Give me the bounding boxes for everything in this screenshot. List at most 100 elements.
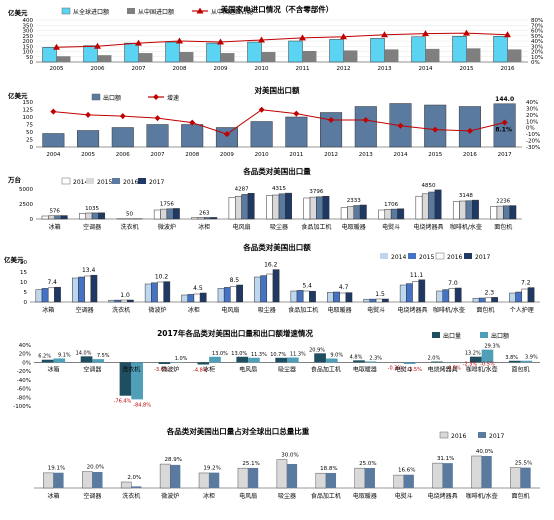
chart4-bar-2017 bbox=[528, 288, 534, 302]
chart5-ytick: -20% bbox=[17, 369, 31, 375]
chart2-bar-export bbox=[43, 134, 65, 148]
chart2-bar-export bbox=[286, 117, 308, 147]
chart3-value-label: 263 bbox=[199, 210, 210, 216]
chart4-legend-2014-swatch bbox=[380, 253, 388, 259]
chart4-value-label: 7.2 bbox=[521, 280, 531, 287]
chart1-bar-global bbox=[453, 36, 467, 62]
chart3-ytick: 0 bbox=[30, 217, 34, 223]
chart3-value-label: 4850 bbox=[422, 183, 436, 189]
chart3-xtick: 电取暖器 bbox=[342, 223, 366, 231]
chart1-xtick: 2012 bbox=[337, 66, 351, 72]
chart5-bar-qty bbox=[314, 353, 326, 362]
chart4-bar-2014 bbox=[145, 284, 151, 302]
chart2-growth-point bbox=[293, 111, 299, 117]
chart1-ytick: 300 bbox=[23, 29, 34, 35]
chart3-bar-2017 bbox=[211, 217, 217, 219]
chart4-value-label: 1.5 bbox=[375, 291, 385, 298]
chart6-value-label: 25.0% bbox=[359, 461, 376, 467]
chart1-bar-china bbox=[385, 49, 399, 62]
chart4-xtick: 面包机 bbox=[476, 306, 494, 314]
chart1-xtick: 2007 bbox=[132, 66, 146, 72]
chart4-value-label: 7.4 bbox=[47, 279, 57, 286]
chart1-bar-china bbox=[467, 48, 481, 62]
chart4-bar-2015 bbox=[370, 299, 376, 302]
chart1-y2tick: 0% bbox=[531, 60, 540, 66]
chart3-legend-2016-swatch bbox=[112, 178, 120, 184]
chart4-bar-2017 bbox=[127, 300, 133, 302]
chart2-title: 对美国出口额 bbox=[255, 85, 300, 95]
chart2-bar-export bbox=[251, 122, 273, 148]
chart4-value-label: 4.5 bbox=[193, 285, 203, 292]
chart4-bar-2014 bbox=[109, 300, 115, 302]
chart6-xtick: 空调器 bbox=[83, 492, 101, 500]
chart5-val-label: 7.5% bbox=[97, 353, 110, 359]
chart1-bar-global bbox=[125, 43, 139, 62]
chart1-y2tick: 50% bbox=[531, 34, 543, 40]
chart3-bar-2017 bbox=[285, 193, 291, 219]
chart2-legend-growth-label: 增速 bbox=[167, 94, 179, 102]
chart4-xtick: 洗衣机 bbox=[112, 306, 130, 314]
chart4-value-label: 7.0 bbox=[448, 280, 458, 287]
chart3-bar-2017 bbox=[61, 216, 67, 219]
chart4-bar-2016 bbox=[340, 293, 346, 302]
chart5-bar-val bbox=[404, 362, 416, 364]
chart3-value-label: 3796 bbox=[309, 189, 323, 195]
chart6-value-label: 16.6% bbox=[398, 468, 415, 474]
chart6-xtick: 冰箱 bbox=[47, 492, 59, 500]
chart6-xtick: 电取暖器 bbox=[353, 492, 377, 500]
chart6-xtick: 面包机 bbox=[512, 492, 530, 500]
chart1-xtick: 2005 bbox=[50, 66, 64, 72]
chart3-bar-2014 bbox=[192, 218, 198, 219]
chart4-bar-2016 bbox=[158, 282, 164, 302]
chart5-bar-val bbox=[53, 358, 65, 362]
chart5-title: 2017年各品类对美国出口量和出口额增速情况 bbox=[157, 328, 313, 338]
chart3-legend-2015-swatch bbox=[86, 178, 94, 184]
chart5-bar-val bbox=[365, 361, 377, 362]
chart3-xtick: 咖啡机/水壶 bbox=[450, 223, 482, 231]
chart5-val-label: 29.3% bbox=[485, 344, 501, 350]
chart1-bar-global bbox=[289, 41, 303, 62]
chart1-xtick: 2015 bbox=[460, 66, 474, 72]
chart1-y2tick: 10% bbox=[531, 55, 543, 61]
chart3-value-label: 576 bbox=[49, 209, 60, 215]
chart3-value-label: 3148 bbox=[459, 193, 473, 199]
chart3-bar-2017 bbox=[435, 190, 441, 219]
chart5-bar-qty bbox=[353, 360, 365, 362]
chart3-bar-2015 bbox=[310, 197, 316, 219]
chart1-share-line bbox=[57, 33, 508, 47]
chart4-value-label: 5.4 bbox=[302, 282, 312, 289]
chart4-bar-2014 bbox=[291, 291, 297, 302]
chart4-value-label: 8.5 bbox=[230, 277, 240, 284]
chart1-ytick: 400 bbox=[23, 18, 34, 24]
chart4-bar-2015 bbox=[297, 290, 303, 302]
chart4-xtick: 食品加工机 bbox=[288, 306, 318, 314]
chart2-y2tick: 10% bbox=[526, 119, 538, 125]
chart1-bar-global bbox=[248, 42, 262, 62]
chart3-ylabel: 万台 bbox=[7, 175, 22, 184]
chart5-extra-label: -0.5% bbox=[480, 361, 495, 367]
chart1-ytick: 0 bbox=[30, 60, 34, 66]
chart6-xtick: 电风扇 bbox=[239, 492, 257, 500]
chart4-legend-2016-label: 2016 bbox=[447, 254, 462, 261]
chart4-xtick: 空调器 bbox=[76, 306, 94, 314]
chart3-xtick: 冰柜 bbox=[198, 223, 210, 231]
chart6-value-label: 28.9% bbox=[164, 457, 181, 463]
chart3-xtick: 空调器 bbox=[83, 223, 101, 231]
chart1-ytick: 50 bbox=[26, 55, 33, 61]
chart5-bar-qty bbox=[236, 357, 248, 363]
chart5-qty-label: 4.8% bbox=[350, 354, 363, 360]
chart3-bar-2016 bbox=[167, 209, 173, 219]
chart1-y2tick: 60% bbox=[531, 29, 543, 35]
chart1-legend-china-label: 从中国进口额 bbox=[138, 8, 174, 16]
chart1-y2tick: 40% bbox=[531, 39, 543, 45]
chart1-legend-global-label: 从全球进口额 bbox=[73, 8, 109, 16]
chart4-bar-2016 bbox=[522, 289, 528, 302]
chart6-bar-2016 bbox=[82, 472, 92, 488]
chart6-bar-2017 bbox=[209, 473, 219, 488]
chart4-bar-2014 bbox=[364, 299, 370, 302]
chart1-xtick: 2008 bbox=[173, 66, 187, 72]
chart3-bar-2017 bbox=[510, 206, 516, 219]
chart2-y2tick: 0% bbox=[526, 126, 535, 132]
chart4-legend-2016-swatch bbox=[436, 253, 444, 259]
chart1-bar-china bbox=[344, 50, 358, 62]
